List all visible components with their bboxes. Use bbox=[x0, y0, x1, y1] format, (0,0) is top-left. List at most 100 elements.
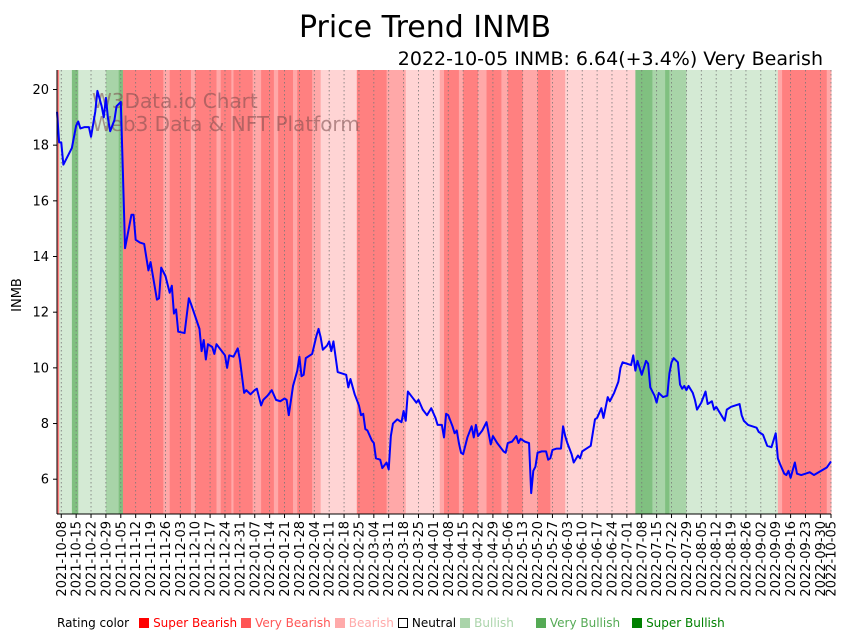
rating-band bbox=[273, 70, 279, 514]
rating-band bbox=[522, 70, 539, 514]
legend-title: Rating color bbox=[57, 616, 130, 630]
x-tick-label: 2022-08-26 bbox=[739, 521, 754, 597]
rating-band bbox=[71, 70, 79, 514]
legend-swatch bbox=[632, 618, 643, 628]
x-tick-label: 2021-12-10 bbox=[189, 521, 204, 597]
rating-band bbox=[190, 70, 196, 514]
legend-label: Very Bearish bbox=[255, 616, 331, 630]
price-line bbox=[56, 89, 832, 495]
y-axis-ticks: 6 8 10 12 14 16 18 20 bbox=[32, 83, 57, 488]
x-tick-label: 2022-01-28 bbox=[293, 521, 308, 597]
rating-band bbox=[261, 70, 275, 514]
rating-band bbox=[320, 70, 358, 514]
legend-item: Bullish bbox=[460, 616, 514, 630]
x-tick-label: 2022-08-12 bbox=[710, 521, 725, 597]
legend-swatch bbox=[139, 618, 150, 628]
x-tick-label: 2022-04-22 bbox=[472, 521, 487, 597]
rating-band bbox=[386, 70, 407, 514]
x-tick-label: 2021-10-29 bbox=[99, 521, 114, 597]
legend-label: Bullish bbox=[474, 616, 514, 630]
rating-band bbox=[486, 70, 502, 514]
watermark: W3Data.io Chart Web3 Data & NFT Platform bbox=[92, 89, 360, 136]
x-tick-label: 2022-08-05 bbox=[695, 521, 710, 597]
rating-bands bbox=[57, 70, 832, 514]
rating-band bbox=[439, 70, 445, 514]
legend-swatch bbox=[397, 618, 408, 628]
rating-band bbox=[652, 70, 666, 514]
legend-item: Very Bearish bbox=[241, 616, 331, 630]
x-tick-label: 2022-07-22 bbox=[665, 521, 680, 597]
legend-swatch bbox=[460, 618, 471, 628]
x-tick-label: 2022-04-29 bbox=[486, 521, 501, 597]
legend-item: Super Bullish bbox=[632, 616, 725, 630]
x-tick-label: 2021-10-15 bbox=[70, 521, 85, 597]
rating-band bbox=[163, 70, 171, 514]
legend-label: Neutral bbox=[411, 616, 457, 630]
legend-label: Super Bearish bbox=[153, 616, 238, 630]
x-tick-label: 2022-10-05 bbox=[825, 521, 840, 597]
rating-band bbox=[458, 70, 464, 514]
x-tick-label: 2021-12-03 bbox=[174, 521, 189, 597]
x-tick-label: 2022-03-18 bbox=[397, 521, 412, 597]
rating-band bbox=[422, 70, 441, 514]
legend-label: Bearish bbox=[348, 616, 394, 630]
y-tick-label: 14 bbox=[32, 250, 49, 265]
price-series bbox=[56, 89, 832, 495]
x-axis-ticks: 2021-10-08 2021-10-15 2021-10-22 2021-10-29… bbox=[55, 514, 840, 597]
x-tick-label: 2022-07-01 bbox=[620, 521, 635, 597]
legend-swatch bbox=[241, 618, 252, 628]
x-tick-label: 2022-04-01 bbox=[427, 521, 442, 597]
rating-band bbox=[301, 70, 313, 514]
y-tick-label: 8 bbox=[41, 417, 49, 432]
x-tick-label: 2022-03-04 bbox=[367, 521, 382, 597]
rating-band bbox=[537, 70, 551, 514]
rating-band bbox=[57, 70, 60, 514]
rating-band bbox=[252, 70, 262, 514]
rating-band bbox=[463, 70, 479, 514]
x-tick-label: 2021-10-08 bbox=[55, 521, 70, 597]
x-tick-label: 2021-11-05 bbox=[114, 521, 129, 597]
x-tick-label: 2022-07-08 bbox=[635, 521, 650, 597]
x-tick-label: 2022-07-15 bbox=[650, 521, 665, 597]
legend-swatch bbox=[535, 618, 546, 628]
legend-swatch bbox=[334, 618, 345, 628]
rating-band bbox=[118, 70, 124, 514]
x-tick-label: 2021-12-24 bbox=[218, 521, 233, 597]
x-tick-label: 2022-09-23 bbox=[799, 521, 814, 597]
chart-subtitle: 2022-10-05 INMB: 6.64(+3.4%) Very Bearis… bbox=[398, 48, 823, 70]
rating-band bbox=[669, 70, 687, 514]
rating-band bbox=[356, 70, 388, 514]
x-tick-label: 2022-05-27 bbox=[546, 521, 561, 597]
y-tick-label: 18 bbox=[32, 139, 49, 154]
rating-band bbox=[635, 70, 653, 514]
rating-legend: Rating color Super Bearish Very Bearish Be… bbox=[57, 616, 729, 630]
rating-band bbox=[686, 70, 779, 514]
x-tick-label: 2022-02-25 bbox=[352, 521, 367, 597]
x-tick-label: 2022-04-15 bbox=[457, 521, 472, 597]
x-tick-label: 2022-01-07 bbox=[248, 521, 263, 597]
x-tick-label: 2022-07-29 bbox=[680, 521, 695, 597]
x-tick-label: 2022-06-17 bbox=[591, 521, 606, 597]
rating-band bbox=[220, 70, 232, 514]
rating-band bbox=[777, 70, 783, 514]
x-tick-label: 2022-05-06 bbox=[501, 521, 516, 597]
x-tick-label: 2022-04-08 bbox=[442, 521, 457, 597]
x-tick-label: 2022-03-11 bbox=[382, 521, 397, 597]
x-tick-label: 2022-02-18 bbox=[338, 521, 353, 597]
legend-item: Very Bullish bbox=[535, 616, 620, 630]
y-tick-label: 6 bbox=[41, 473, 49, 488]
x-tick-label: 2022-08-19 bbox=[725, 521, 740, 597]
rating-band bbox=[195, 70, 217, 514]
rating-band bbox=[105, 70, 120, 514]
x-tick-label: 2022-06-10 bbox=[576, 521, 591, 597]
x-tick-label: 2022-05-20 bbox=[531, 521, 546, 597]
rating-band bbox=[782, 70, 828, 514]
rating-band bbox=[169, 70, 192, 514]
x-tick-label: 2022-02-04 bbox=[308, 521, 323, 597]
chart-title: Price Trend INMB bbox=[299, 10, 551, 45]
x-tick-label: 2022-09-16 bbox=[784, 521, 799, 597]
legend-item: Bearish bbox=[334, 616, 394, 630]
watermark-line-2: Web3 Data & NFT Platform bbox=[92, 112, 360, 136]
rating-band bbox=[278, 70, 294, 514]
